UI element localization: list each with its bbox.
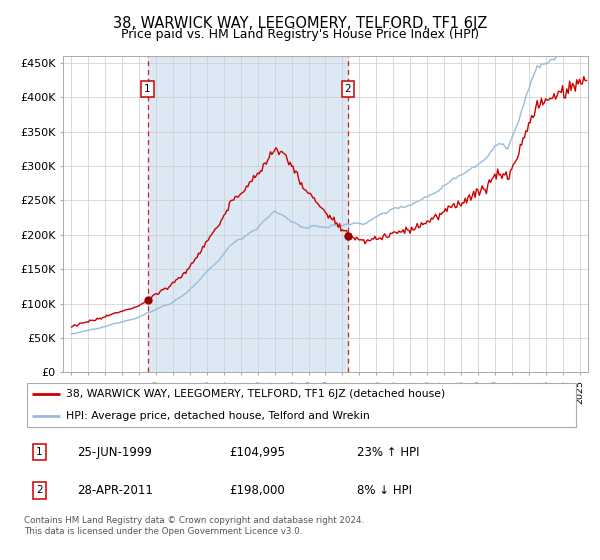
- Bar: [148, 56, 348, 372]
- Text: £104,995: £104,995: [229, 446, 286, 459]
- FancyBboxPatch shape: [27, 382, 576, 427]
- Text: 1: 1: [144, 84, 151, 94]
- Text: 28-APR-2011: 28-APR-2011: [77, 484, 152, 497]
- Text: 8% ↓ HPI: 8% ↓ HPI: [357, 484, 412, 497]
- Text: Contains HM Land Registry data © Crown copyright and database right 2024.
This d: Contains HM Land Registry data © Crown c…: [24, 516, 364, 536]
- Text: Price paid vs. HM Land Registry's House Price Index (HPI): Price paid vs. HM Land Registry's House …: [121, 28, 479, 41]
- Text: 25-JUN-1999: 25-JUN-1999: [77, 446, 152, 459]
- Text: 2: 2: [345, 84, 352, 94]
- Text: 38, WARWICK WAY, LEEGOMERY, TELFORD, TF1 6JZ (detached house): 38, WARWICK WAY, LEEGOMERY, TELFORD, TF1…: [65, 389, 445, 399]
- Text: HPI: Average price, detached house, Telford and Wrekin: HPI: Average price, detached house, Telf…: [65, 411, 370, 421]
- Text: £198,000: £198,000: [229, 484, 285, 497]
- Text: 1: 1: [36, 447, 43, 457]
- Text: 2: 2: [36, 486, 43, 496]
- Text: 38, WARWICK WAY, LEEGOMERY, TELFORD, TF1 6JZ: 38, WARWICK WAY, LEEGOMERY, TELFORD, TF1…: [113, 16, 487, 31]
- Text: 23% ↑ HPI: 23% ↑ HPI: [357, 446, 419, 459]
